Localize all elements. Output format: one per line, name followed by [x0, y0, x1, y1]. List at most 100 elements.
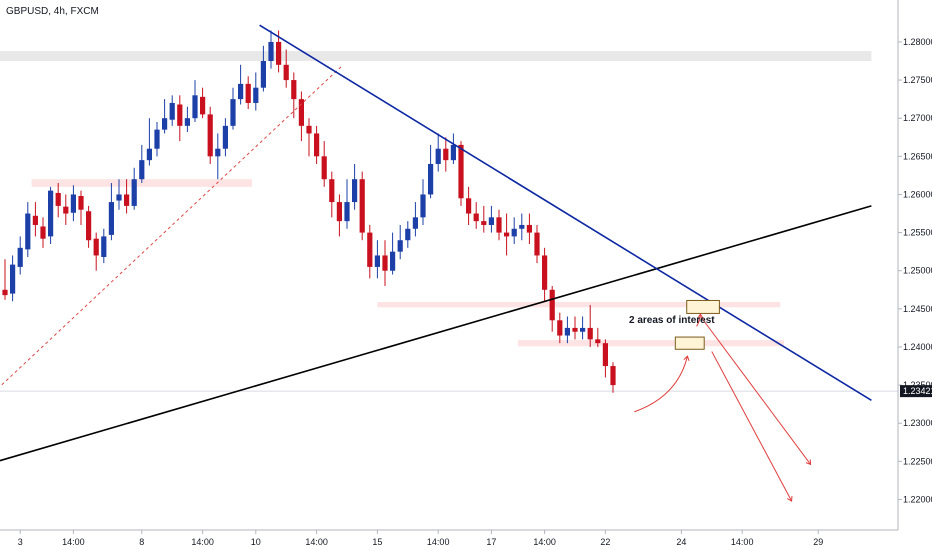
price-axis-bg — [898, 0, 932, 550]
bearish-candle — [534, 224, 540, 264]
price-tick-label: 1.25500 — [903, 228, 932, 238]
bearish-candle — [200, 87, 206, 119]
price-tick-label: 1.25000 — [903, 266, 932, 276]
zones-layer — [0, 51, 898, 392]
bearish-candle — [306, 118, 312, 157]
bullish-candle — [222, 118, 228, 157]
price-tick-label: 1.24500 — [903, 304, 932, 314]
bullish-candle — [146, 118, 152, 166]
candle-body — [131, 179, 137, 206]
bullish-candle — [48, 186, 54, 245]
candle-body — [359, 179, 365, 233]
trendlines-layer — [0, 24, 872, 462]
candle-body — [48, 190, 54, 237]
bullish-candle — [390, 232, 396, 275]
zone-3 — [518, 340, 784, 347]
annotations-layer: 2 areas of interest — [629, 299, 812, 502]
bearish-candle — [526, 213, 532, 245]
time-tick-label: 17 — [486, 537, 496, 547]
time-tick-label: 14:00 — [305, 537, 328, 547]
candle-body — [55, 192, 61, 206]
price-tick-label: 1.27000 — [903, 113, 932, 123]
bullish-candle — [238, 64, 244, 105]
bullish-candle — [116, 179, 122, 210]
candle-body — [397, 240, 403, 252]
arrowhead — [787, 495, 793, 502]
bullish-candle — [101, 228, 107, 264]
bullish-candle — [162, 99, 168, 134]
candle-body — [169, 102, 175, 120]
price-tick-label: 1.23000 — [903, 418, 932, 428]
projection-arrow-1 — [700, 316, 812, 465]
time-tick-label: 15 — [372, 537, 382, 547]
candle-body — [25, 213, 31, 250]
candle-body — [63, 206, 69, 214]
bearish-candle — [542, 247, 548, 302]
bullish-candle — [374, 240, 380, 279]
curved-arrow-1 — [634, 356, 688, 413]
candle-body — [428, 163, 434, 195]
candle-body — [291, 80, 297, 100]
bearish-candle — [314, 125, 320, 164]
price-tick-label: 1.24000 — [903, 342, 932, 352]
candle-body — [2, 289, 8, 296]
candle-body — [519, 224, 525, 229]
candle-body — [443, 148, 449, 161]
candle-body — [557, 320, 563, 336]
bullish-candle — [450, 133, 456, 164]
bullish-candle — [405, 221, 411, 248]
bearish-candle — [458, 141, 464, 206]
bearish-candle — [443, 137, 449, 172]
curved-arrow-2 — [696, 314, 701, 327]
candle-body — [321, 156, 327, 180]
candle-body — [154, 129, 160, 149]
bullish-candle — [192, 80, 198, 123]
bearish-candle — [336, 194, 342, 237]
bullish-candle — [169, 95, 175, 126]
bearish-candle — [63, 194, 69, 225]
resistance-band — [0, 51, 872, 62]
candle-body — [412, 217, 418, 229]
candle-body — [116, 194, 122, 201]
candle-body — [162, 118, 168, 130]
candle-body — [146, 148, 152, 161]
dashed-trendline — [0, 64, 344, 388]
price-tick-label: 1.23500 — [903, 380, 932, 390]
time-tick-label: 3 — [18, 537, 23, 547]
candle-body — [253, 87, 259, 103]
candle-body — [450, 144, 456, 161]
candle-body — [314, 133, 320, 157]
bullish-candle — [564, 316, 570, 344]
candle-body — [580, 327, 586, 332]
candle-body — [200, 96, 206, 115]
bullish-candle — [154, 122, 160, 157]
candle-body — [124, 194, 130, 206]
bearish-candle — [367, 224, 373, 279]
bullish-candle — [108, 183, 114, 241]
candle-body — [458, 144, 464, 199]
arrowhead — [805, 459, 812, 466]
candle-body — [283, 64, 289, 81]
bullish-candle — [420, 179, 426, 225]
candle-body — [542, 255, 548, 290]
bullish-candle — [17, 236, 23, 275]
candle-body — [207, 114, 213, 157]
price-tick-label: 1.26000 — [903, 189, 932, 199]
zone-2 — [377, 301, 781, 308]
current-price-badge — [900, 385, 932, 398]
bullish-candle — [230, 87, 236, 130]
bearish-candle — [78, 190, 84, 225]
bearish-candle — [481, 205, 487, 233]
bearish-candle — [329, 171, 335, 218]
candle-body — [238, 83, 244, 100]
bearish-candle — [587, 305, 593, 347]
projection-arrow-2 — [711, 351, 793, 502]
time-tick-label: 14:00 — [427, 537, 450, 547]
candle-body — [276, 41, 282, 65]
bearish-candle — [245, 76, 251, 110]
candle-body — [572, 327, 578, 332]
time-tick-label: 29 — [813, 537, 823, 547]
